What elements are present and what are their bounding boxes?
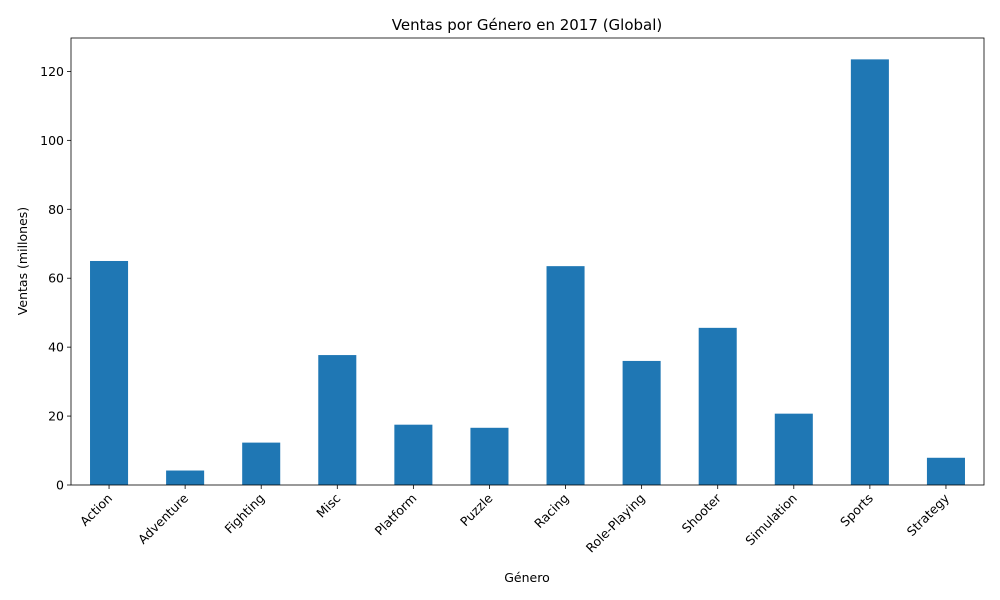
x-tick-label: Fighting — [221, 491, 267, 537]
bar-puzzle — [470, 427, 509, 485]
y-tick-label: 0 — [56, 478, 64, 493]
bar-action — [90, 260, 129, 485]
x-axis: Action Adventure Fighting Misc Platform Puzzl… — [77, 485, 953, 555]
x-tick-label: Platform — [372, 491, 420, 539]
x-tick-label: Puzzle — [457, 490, 496, 529]
x-tick-label: Role-Playing — [583, 491, 648, 556]
bar-simulation — [774, 413, 813, 485]
x-tick-label: Misc — [313, 490, 343, 520]
x-tick-label: Strategy — [904, 490, 953, 539]
x-tick-label: Adventure — [135, 490, 192, 547]
bar-adventure — [166, 470, 205, 485]
y-tick-label: 120 — [40, 64, 64, 79]
bar-sports — [850, 59, 889, 486]
bar-role-playing — [622, 360, 661, 485]
bar-fighting — [242, 442, 281, 485]
x-tick-label: Racing — [531, 491, 572, 532]
y-tick-label: 100 — [40, 133, 64, 148]
plot-frame — [70, 37, 985, 486]
y-tick-label: 20 — [48, 409, 64, 424]
bar-misc — [318, 355, 357, 485]
y-tick-label: 60 — [48, 271, 64, 286]
y-axis-label: Ventas (millones) — [15, 207, 30, 315]
chart-title: Ventas por Género en 2017 (Global) — [392, 16, 663, 34]
bar-shooter — [698, 327, 737, 485]
x-tick-label: Action — [77, 491, 115, 529]
bar-strategy — [926, 457, 965, 485]
plot-area — [90, 59, 965, 486]
x-tick-label: Sports — [837, 491, 876, 530]
bar-racing — [546, 266, 585, 485]
y-tick-label: 40 — [48, 340, 64, 355]
bar-platform — [394, 424, 433, 485]
x-tick-label: Simulation — [742, 491, 800, 549]
x-tick-label: Shooter — [679, 490, 725, 536]
y-tick-label: 80 — [48, 202, 64, 217]
y-axis: 0 20 40 60 80 100 120 — [40, 64, 71, 493]
x-axis-label: Género — [504, 570, 550, 585]
